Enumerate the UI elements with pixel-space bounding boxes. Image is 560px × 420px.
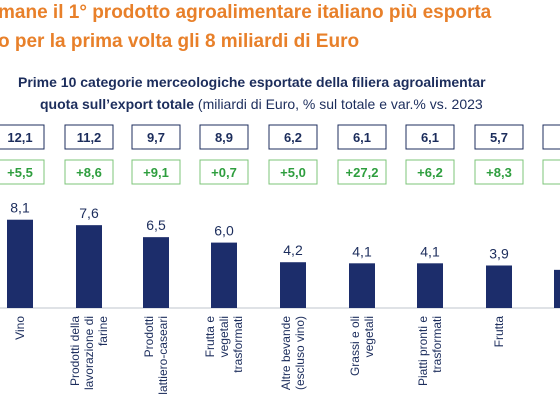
chart-subtitle-bold: quota sull’export totale [40,96,195,112]
bar [486,265,512,308]
bar [211,242,237,308]
growth-box [0,159,45,185]
share-label: 8,9 [215,130,233,145]
category-label-line: vegetali [217,316,231,357]
share-label: 5,7 [490,130,508,145]
bar [554,269,560,308]
share-box [474,124,524,150]
share-box [542,124,560,150]
bar [417,263,443,308]
headline-line-2: o per la prima volta gli 8 miliardi di E… [0,31,360,52]
share-box [268,124,318,150]
growth-box [474,159,524,185]
category-label: Prodottilattiero-caseari [142,316,170,395]
value-label: 4,1 [420,243,440,259]
category-label-line: Piatti pronti e [416,316,430,386]
growth-box [268,159,318,185]
category-label-line: lavorazione di [82,316,96,390]
category-label-line: Frutta [492,316,506,348]
category-label-line: farine [96,316,110,346]
value-label: 7,6 [79,205,99,221]
share-label: 6,1 [353,130,371,145]
chart-subtitle-rest: (miliardi di Euro, % sul totale e var.% … [194,96,483,112]
growth-box [542,159,560,185]
growth-label: +8,6 [76,165,102,180]
category-label: Prodotti dellalavorazione difarine [68,316,110,390]
share-box [64,124,114,150]
growth-label: +0,7 [211,165,237,180]
share-box [0,124,45,150]
category-label-line: trasformati [231,316,245,373]
category-label-line: Prodotti della [68,316,82,386]
bar [280,262,306,308]
category-label-line: (escluso vino) [293,316,307,390]
value-label: 4,1 [352,243,372,259]
chart-title: Prime 10 categorie merceologiche esporta… [18,74,486,90]
chart-subtitle: quota sull’export totale (miliardi di Eu… [40,96,560,112]
value-label: 6,0 [214,223,234,239]
share-box [337,124,387,150]
growth-box [199,159,249,185]
share-label: 12,1 [7,130,32,145]
category-label-line: trasformati [430,316,444,373]
growth-label: +6,2 [417,165,443,180]
growth-box [337,159,387,185]
headline-line-1: mane il 1° prodotto agroalimentare itali… [0,2,492,23]
value-label: 4,2 [283,242,303,258]
category-label-line: Frutta e [203,316,217,358]
share-label: 9,7 [147,130,165,145]
category-label: Frutta evegetalitrasformati [203,316,245,373]
value-label: 8,1 [10,200,30,216]
growth-box [64,159,114,185]
category-label-line: Grassi e oli [348,316,362,376]
growth-box [131,159,181,185]
growth-label: +27,2 [346,165,379,180]
growth-label: +5,5 [7,165,33,180]
category-label: Altre bevande(escluso vino) [279,316,307,390]
category-label-line: Vino [13,316,27,340]
bar [143,237,169,308]
category-label: Piatti pronti etrasformati [416,316,444,386]
share-box [405,124,455,150]
share-box [131,124,181,150]
growth-box [405,159,455,185]
growth-label: +5,0 [280,165,306,180]
category-label-line: Altre bevande [279,316,293,390]
category-label-line: vegetali [362,316,376,357]
bar [349,263,375,308]
growth-label: +9,1 [143,165,169,180]
share-label: 11,2 [77,130,102,145]
headline: mane il 1° prodotto agroalimentare itali… [0,0,560,60]
bar [76,225,102,308]
share-label: 6,2 [284,130,302,145]
category-label: Frutta [492,316,506,348]
growth-label: +8,3 [486,165,512,180]
category-label-line: Prodotti [142,316,156,357]
share-label: 6,1 [421,130,439,145]
category-label: Vino [13,316,27,340]
category-label: Grassi e olivegetali [348,316,376,376]
bar [7,219,33,308]
category-label-line: lattiero-caseari [156,316,170,395]
value-label: 3,9 [489,245,509,261]
value-label: 6,5 [146,217,166,233]
share-box [199,124,249,150]
